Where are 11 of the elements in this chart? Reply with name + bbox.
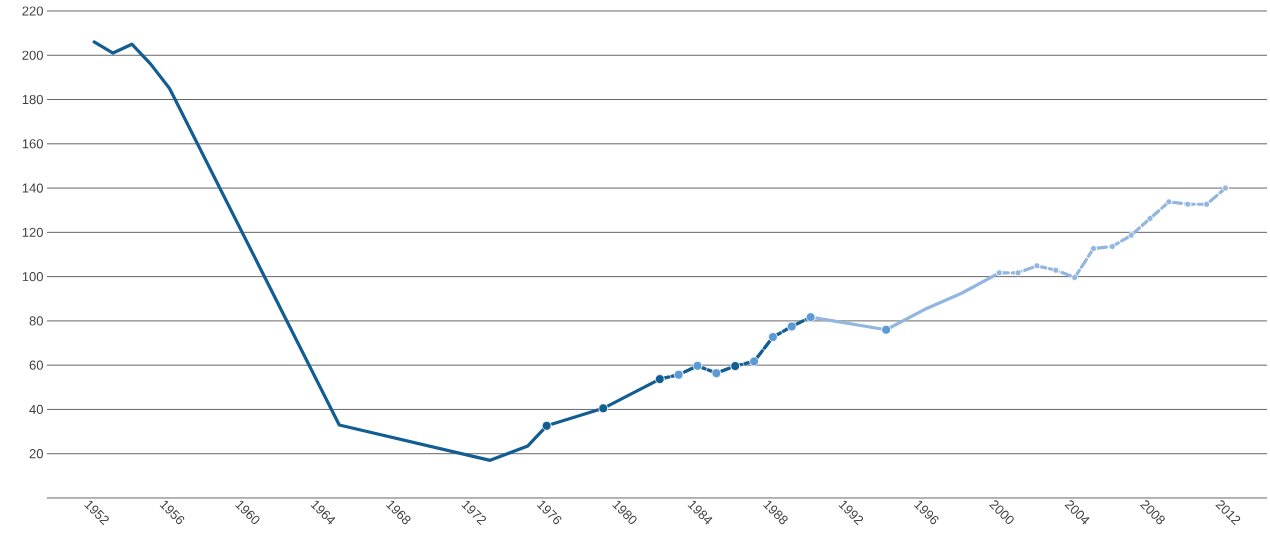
y-tick-label: 220 xyxy=(22,6,43,16)
y-tick-label: 60 xyxy=(29,360,43,370)
y-tick-label: 100 xyxy=(22,272,43,282)
y-tick-label: 40 xyxy=(29,404,43,415)
y-tick-label: 120 xyxy=(22,227,43,237)
y-tick-label: 200 xyxy=(22,50,43,60)
y-tick-label: 160 xyxy=(22,139,43,149)
y-tick-label: 140 xyxy=(22,183,43,193)
y-tick-label: 180 xyxy=(22,94,43,105)
y-tick-label: 80 xyxy=(29,316,43,326)
y-tick-label: 20 xyxy=(29,449,43,459)
